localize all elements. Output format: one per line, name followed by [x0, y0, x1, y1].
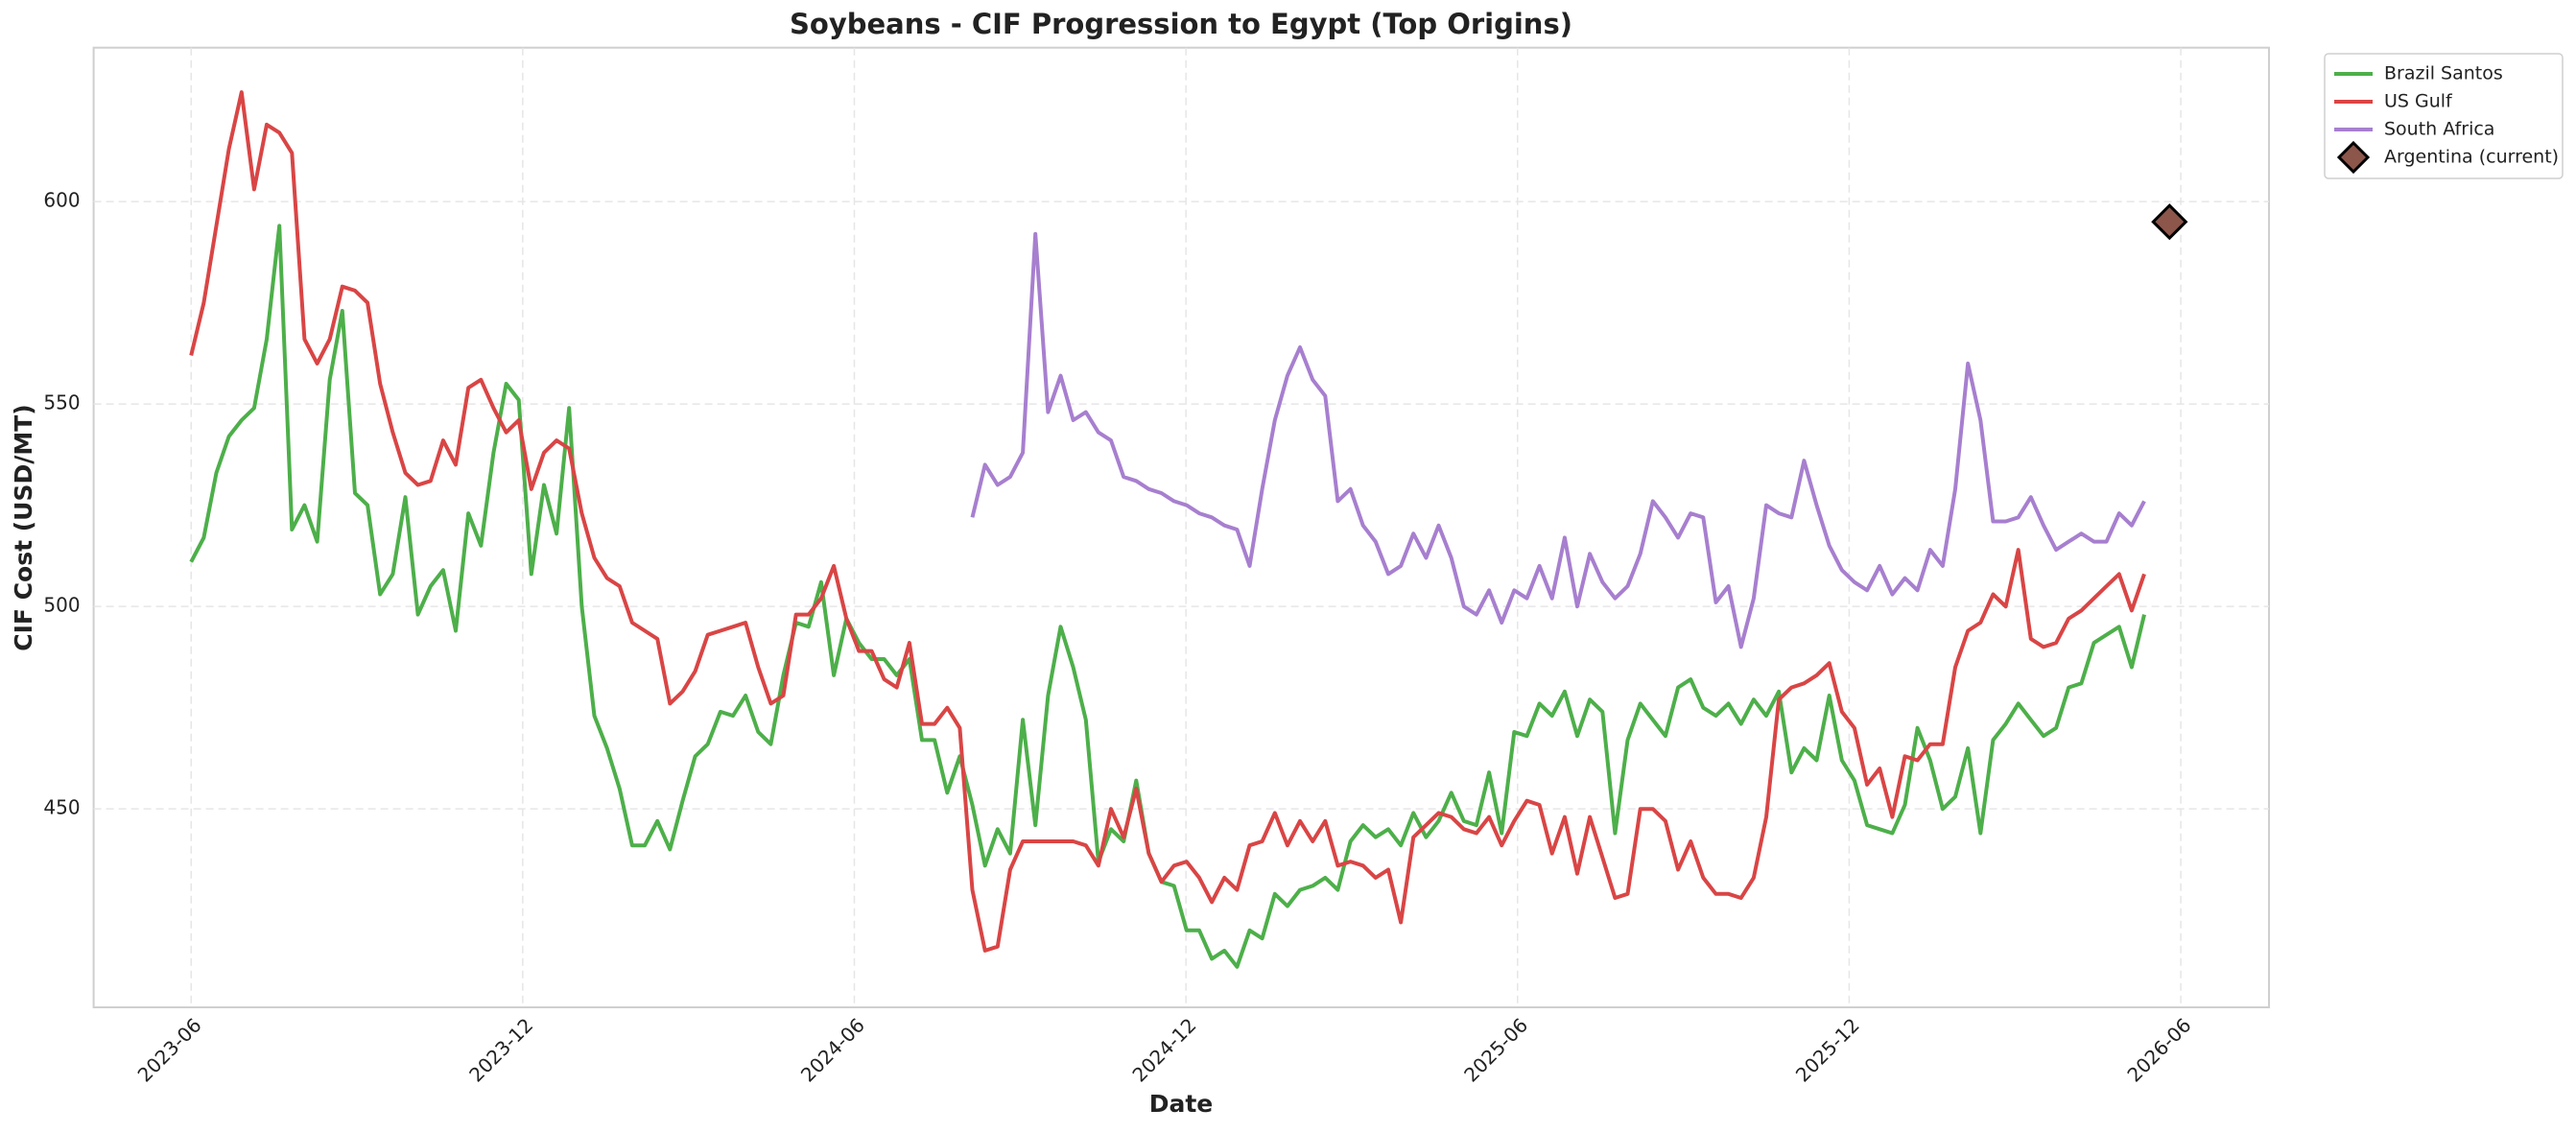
x-tick-label: 2026-06: [2122, 1013, 2195, 1086]
x-tick-label: 2023-06: [133, 1013, 206, 1086]
legend-label: Argentina (current): [2384, 147, 2559, 168]
y-tick-label: 550: [43, 391, 80, 414]
scatter-point: [2151, 203, 2188, 241]
legend-label: US Gulf: [2384, 91, 2453, 112]
x-tick-label: 2025-06: [1459, 1013, 1532, 1086]
legend-label: South Africa: [2384, 119, 2494, 140]
x-tick-label: 2025-12: [1791, 1013, 1864, 1086]
legend-box: [2324, 53, 2564, 179]
y-tick-label: 600: [43, 189, 80, 212]
line-series: [189, 224, 2146, 969]
x-tick-label: 2024-12: [1127, 1013, 1200, 1086]
x-tick-label: 2024-06: [796, 1013, 869, 1086]
legend-marker: [2336, 140, 2371, 175]
line-series: [970, 231, 2146, 649]
y-tick-label: 450: [43, 796, 80, 819]
legend-label: Brazil Santos: [2384, 63, 2503, 84]
y-axis-label: CIF Cost (USD/MT): [10, 404, 37, 650]
y-tick-label: 500: [43, 594, 80, 617]
chart-title: Soybeans - CIF Progression to Egypt (Top…: [790, 8, 1572, 40]
x-tick-label: 2023-12: [464, 1013, 537, 1086]
x-axis-label: Date: [1149, 1090, 1214, 1118]
plot-frame: [92, 46, 2270, 1008]
line-series: [189, 90, 2146, 953]
